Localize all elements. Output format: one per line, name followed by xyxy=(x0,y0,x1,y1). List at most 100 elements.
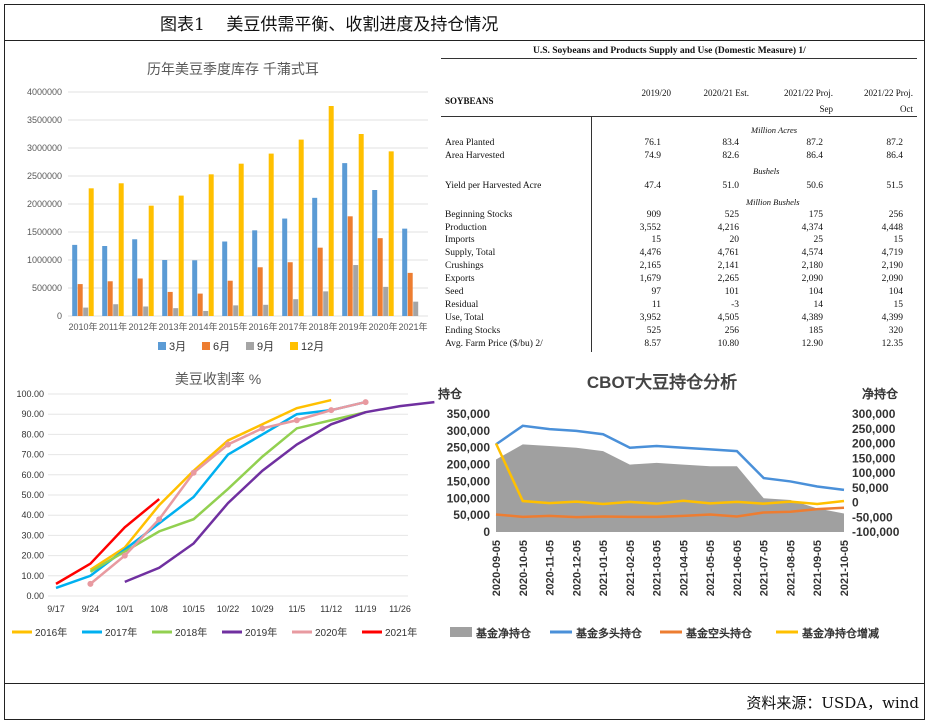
x-tick-label: 2017年 xyxy=(278,321,307,332)
source-note: 资料来源：USDA，wind xyxy=(746,694,919,712)
y-tick-label: 4000000 xyxy=(27,87,62,97)
table-cell: 82.6 xyxy=(722,151,739,161)
x-tick-label: 2021-03-05 xyxy=(652,540,664,596)
long-position-line xyxy=(495,424,845,492)
table-cell: 909 xyxy=(646,210,661,220)
y-tick-label: 3000000 xyxy=(27,143,62,153)
series-point xyxy=(87,580,94,587)
table-cell: 175 xyxy=(808,210,823,220)
left-y-tick: 350,000 xyxy=(447,407,491,421)
legend-label: 基金净持仓 xyxy=(475,626,532,640)
table-cell: 320 xyxy=(888,326,903,336)
x-tick-label: 2021-02-05 xyxy=(625,540,637,596)
column-header: 2020/21 Est. xyxy=(703,88,749,98)
x-tick-label: 2019年 xyxy=(338,321,367,332)
bar xyxy=(257,267,263,316)
bar xyxy=(353,265,359,316)
table-cell: 256 xyxy=(724,326,739,336)
legend-swatch xyxy=(158,342,166,350)
legend-label: 基金空头持仓 xyxy=(685,626,753,640)
table-cell: 47.4 xyxy=(644,181,661,191)
table-cell: 20 xyxy=(729,235,740,245)
x-tick-label: 2020-12-05 xyxy=(571,540,583,596)
series-point xyxy=(190,469,197,476)
table-cell: 1,679 xyxy=(639,274,661,284)
left-y-tick: 50,000 xyxy=(453,508,490,522)
bar xyxy=(233,305,239,316)
chart-title: 历年美豆季度库存 千蒲式耳 xyxy=(147,61,319,77)
x-tick-label: 2015年 xyxy=(218,321,247,332)
table-cell: 2,190 xyxy=(881,261,903,271)
legend-label: 2021年 xyxy=(385,626,417,639)
table-row-label: Yield per Harvested Acre xyxy=(445,181,542,191)
table-cell: 15 xyxy=(893,235,904,245)
bar xyxy=(402,228,408,316)
right-y-tick: -50,000 xyxy=(852,510,893,524)
table-cell: 4,399 xyxy=(881,313,903,323)
legend-label: 6月 xyxy=(213,341,230,353)
bar xyxy=(282,218,288,316)
table-row-label: Supply, Total xyxy=(445,248,496,258)
table-cell: 86.4 xyxy=(886,151,903,161)
bar xyxy=(83,307,89,316)
table-cell: 12.90 xyxy=(801,339,823,349)
y-tick-label: 20.00 xyxy=(21,551,44,561)
y-tick-label: 10.00 xyxy=(21,571,44,581)
x-tick-label: 10/8 xyxy=(150,604,168,614)
right-y-tick: 100,000 xyxy=(852,466,896,480)
table-cell: 2,090 xyxy=(801,274,823,284)
table-cell: 4,476 xyxy=(639,248,661,258)
column-subheader: Sep xyxy=(819,104,834,114)
table-cell: -3 xyxy=(731,300,739,310)
bar xyxy=(208,174,214,316)
table-title: U.S. Soybeans and Products Supply and Us… xyxy=(533,46,806,56)
table-cell: 101 xyxy=(724,287,739,297)
net-position-area xyxy=(496,444,844,532)
bar xyxy=(347,216,353,316)
y-tick-label: 3500000 xyxy=(27,115,62,125)
legend-label: 基金多头持仓 xyxy=(575,626,643,640)
table-rule xyxy=(441,116,917,117)
table-rule xyxy=(441,58,917,59)
table-cell: 51.5 xyxy=(886,181,903,191)
footer-divider xyxy=(4,683,925,684)
unit-label: Million Bushels xyxy=(746,197,800,207)
table-cell: 4,574 xyxy=(801,248,823,258)
bar xyxy=(107,281,113,316)
bar xyxy=(317,247,323,316)
table-row-label: Imports xyxy=(445,235,475,245)
bar xyxy=(388,151,394,316)
right-y-tick: 300,000 xyxy=(852,407,896,421)
table-row-label: Beginning Stocks xyxy=(445,210,513,220)
table-cell: 4,505 xyxy=(717,313,739,323)
table-cell: 3,952 xyxy=(639,313,661,323)
chart-title: CBOT大豆持仓分析 xyxy=(587,372,737,392)
x-tick-label: 9/17 xyxy=(47,604,65,614)
table-cell: 11 xyxy=(651,300,661,310)
left-y-tick: 300,000 xyxy=(447,424,491,438)
legend-label: 2018年 xyxy=(175,626,207,639)
bar xyxy=(372,190,378,316)
bar xyxy=(312,197,318,316)
table-row-label: Use, Total xyxy=(445,313,484,323)
column-header: 2019/20 xyxy=(641,88,671,98)
bar xyxy=(77,284,83,316)
table-cell: 4,761 xyxy=(717,248,739,258)
table-row-label: Avg. Farm Price ($/bu) 2/ xyxy=(445,339,543,349)
unit-label: Bushels xyxy=(753,166,780,176)
table-cell: 87.2 xyxy=(806,138,823,148)
right-y-tick: 250,000 xyxy=(852,422,896,436)
series-point xyxy=(156,516,163,523)
y-tick-label: 500000 xyxy=(32,283,62,293)
x-tick-label: 2021-04-05 xyxy=(678,540,690,596)
legend-label: 9月 xyxy=(257,341,274,353)
table-cell: 14 xyxy=(813,300,824,310)
legend-label: 2020年 xyxy=(315,626,347,639)
bar xyxy=(298,139,304,316)
table-cell: 2,180 xyxy=(801,261,823,271)
left-y-tick: 100,000 xyxy=(447,491,491,505)
table-cell: 2,141 xyxy=(717,261,739,271)
bar xyxy=(72,244,78,316)
series-line xyxy=(55,498,160,585)
bar xyxy=(328,106,334,316)
